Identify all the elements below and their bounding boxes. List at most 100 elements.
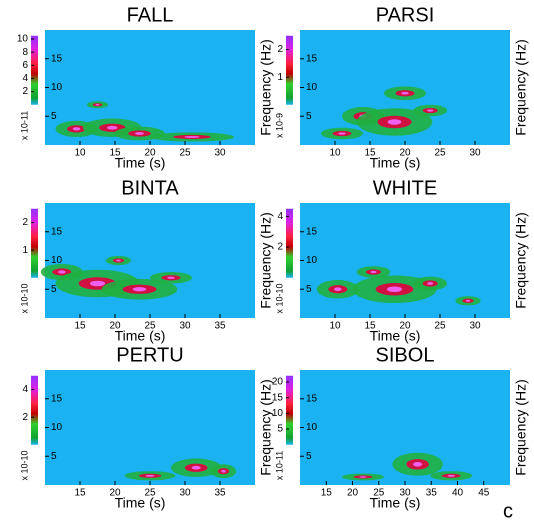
spectrogram-blob-peak [447,474,455,477]
x-tick-label: 25 [179,148,191,159]
colorbar-exponent: x 10-9 [274,113,284,138]
x-tick-label: 15 [364,321,376,332]
panel-title: SIBOL [376,344,435,366]
x-tick-label: 15 [74,488,86,499]
y-axis-label: Frequency (Hz) [258,379,274,475]
colorbar-tick-label: 4 [22,384,28,395]
colorbar-tick-label: 4 [277,211,283,222]
x-tick-label: 20 [399,148,411,159]
y-tick-label: 5 [306,284,312,295]
spectrogram-blob-peak [427,109,434,112]
spectrogram-blob-peak [370,270,377,274]
y-axis-label: Frequency (Hz) [513,379,529,475]
colorbar [286,208,293,278]
spectrogram-blob-peak [359,476,367,478]
y-tick-label: 10 [306,255,318,266]
x-tick-label: 20 [144,148,156,159]
spectrogram-blob-peak [465,299,471,302]
y-tick-label: 15 [306,393,318,404]
y-axis-label: Frequency (Hz) [513,39,529,135]
spectrogram-blob-peak [184,136,200,138]
y-tick-label: 15 [51,393,63,404]
x-tick-label: 15 [364,148,376,159]
panel-title: PARSI [376,4,435,26]
y-tick-label: 15 [51,226,63,237]
figure-label: c [503,500,513,522]
y-tick-label: 5 [306,111,312,122]
x-tick-label: 10 [74,148,86,159]
panel-title: FALL [127,4,174,26]
spectrogram-blob-peak [413,462,423,467]
x-tick-label: 15 [74,321,86,332]
panel: PERTU 5 10 15 15 20 25 30 35 Time (s) Frequency (H… [19,344,273,510]
spectrogram-blob-peak [106,125,118,130]
spectrogram-blob-peak [338,132,346,135]
x-tick-label: 30 [179,321,191,332]
y-tick-label: 5 [306,451,312,462]
x-tick-label: 30 [399,488,411,499]
spectrogram-blob-peak [89,280,106,287]
x-tick-label: 35 [426,488,438,499]
x-tick-label: 25 [434,148,446,159]
x-tick-label: 25 [373,488,385,499]
y-tick-label: 10 [51,255,63,266]
spectrogram-blob-peak [427,282,434,285]
colorbar-exponent: x 10-11 [19,111,29,140]
spectrogram-blob-peak [145,474,155,477]
spectrogram-blob-peak [132,287,147,292]
x-axis-label: Time (s) [370,155,421,171]
x-tick-label: 10 [329,148,341,159]
colorbar-exponent: x 10-10 [19,283,29,313]
colorbar-tick-label: 10 [17,34,29,45]
spectrogram-blob-peak [334,287,342,292]
panel-title: PERTU [116,344,183,366]
plot-area [45,203,255,318]
colorbar-tick-label: 6 [22,60,28,71]
spectrogram-blob-peak [72,127,81,131]
x-tick-label: 10 [329,321,341,332]
x-tick-label: 20 [399,321,411,332]
colorbar [31,35,38,105]
y-tick-label: 5 [51,451,57,462]
spectrogram-blob-peak [191,465,201,470]
y-axis-label: Frequency (Hz) [258,39,274,135]
spectrogram-blob-peak [95,104,100,106]
colorbar-exponent: x 10-10 [19,450,29,480]
colorbar-exponent: x 10-10 [274,283,284,313]
y-tick-label: 5 [51,111,57,122]
spectrogram-blob-peak [221,469,226,473]
colorbar-tick-label: 2 [277,242,283,253]
x-tick-label: 30 [179,488,191,499]
colorbar-tick-label: 2 [277,44,283,55]
x-axis-label: Time (s) [115,155,166,171]
colorbar [286,375,293,445]
y-tick-label: 15 [306,226,318,237]
x-tick-label: 20 [347,488,359,499]
colorbar-tick-label: 1 [22,245,28,256]
colorbar-tick-label: 15 [272,392,284,403]
panel-title: BINTA [121,177,179,199]
colorbar-tick-label: 4 [22,73,28,84]
x-axis-label: Time (s) [115,328,166,344]
x-tick-label: 40 [452,488,464,499]
y-tick-label: 10 [306,82,318,93]
colorbar-tick-label: 10 [272,408,284,419]
colorbar-tick-label: 2 [22,217,28,228]
y-tick-label: 10 [51,82,63,93]
panel: SIBOL 5 10 15 15 20 25 30 35 40 45 Time (s) Frequenc… [272,344,529,510]
panel: BINTA 5 10 15 15 20 25 30 35 Time (s) Frequency (H… [19,177,273,343]
colorbar-tick-label: 2 [22,86,28,97]
colorbar-tick-label: 5 [277,424,283,435]
x-axis-label: Time (s) [370,495,421,511]
x-tick-label: 35 [214,488,226,499]
colorbar [31,375,38,445]
y-tick-label: 15 [51,53,63,64]
y-tick-label: 10 [306,422,318,433]
panel: FALL 5 10 15 10 15 20 25 30 Time (s) Frequency (Hz… [17,4,274,170]
x-tick-label: 20 [109,488,121,499]
spectrogram-blob-peak [116,259,121,262]
colorbar [31,208,38,278]
y-axis-label: Frequency (Hz) [513,212,529,308]
colorbar [286,35,293,105]
